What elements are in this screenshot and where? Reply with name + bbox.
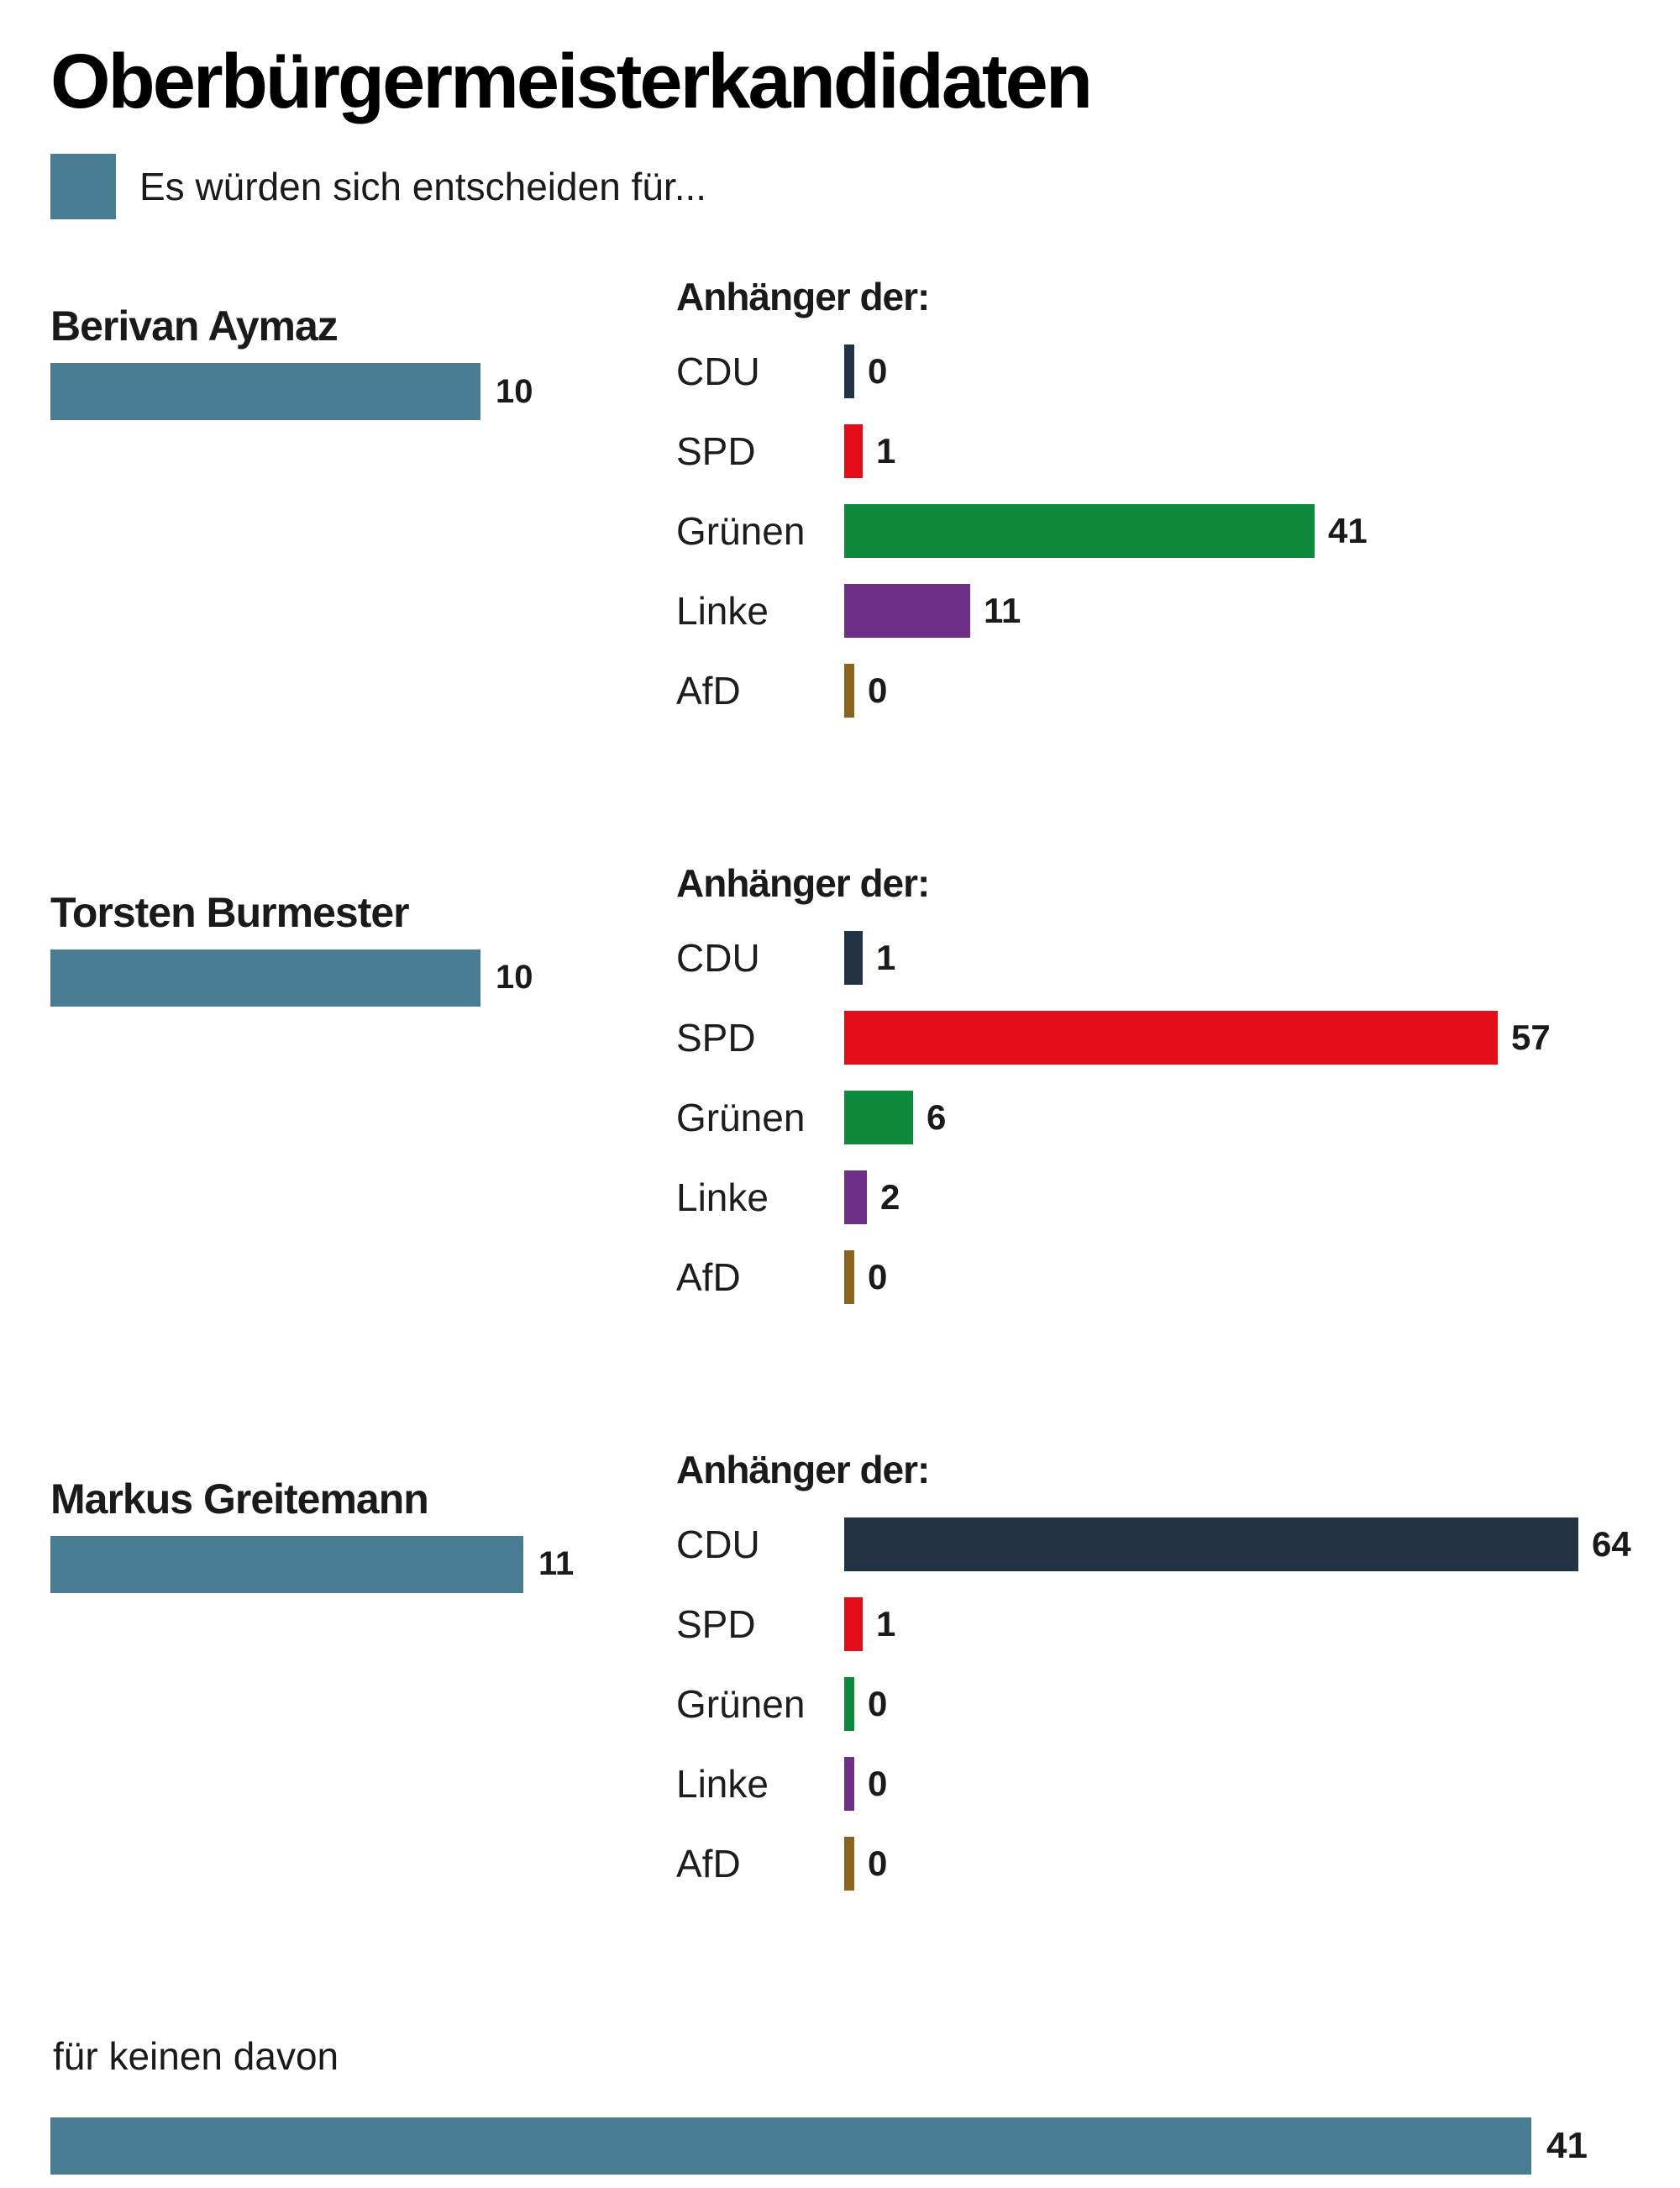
candidate-bar-line: 11 (50, 1535, 676, 1593)
party-bar (844, 1010, 1498, 1065)
party-bar (844, 1517, 1578, 1571)
party-value: 0 (868, 1763, 888, 1803)
party-value: 1 (876, 1603, 896, 1644)
party-row: AfD 0 (676, 1836, 1631, 1891)
party-label: AfD (676, 668, 741, 713)
candidate-column: Berivan Aymaz 10 (50, 275, 676, 421)
party-label: Linke (676, 1175, 769, 1219)
candidate-section: Berivan Aymaz 10 Anhänger der: CDU 0 SPD… (50, 275, 1630, 744)
party-value: 0 (868, 1843, 888, 1883)
none-option-bar (50, 2117, 1531, 2175)
none-option-bar-line: 41 (50, 2117, 1630, 2175)
party-label: Linke (676, 1761, 769, 1806)
party-label: SPD (676, 1015, 756, 1060)
supporters-heading: Anhänger der: (676, 275, 930, 319)
party-bar (844, 583, 970, 638)
candidate-section: Torsten Burmester 10 Anhänger der: CDU 1… (50, 861, 1630, 1330)
party-label: SPD (676, 429, 756, 473)
supporters-heading: Anhänger der: (676, 1447, 930, 1491)
candidate-bar-value: 10 (496, 959, 533, 997)
party-row: SPD 1 (676, 423, 1630, 478)
party-label: Grünen (676, 1095, 806, 1139)
party-label: CDU (676, 349, 760, 393)
party-row: AfD 0 (676, 1249, 1630, 1304)
party-bar (844, 1249, 854, 1304)
candidate-name: Torsten Burmester (50, 888, 410, 936)
candidate-column: Torsten Burmester 10 (50, 861, 676, 1007)
candidate-bar-value: 11 (538, 1545, 575, 1583)
candidate-bar (50, 1535, 523, 1593)
party-label: Linke (676, 588, 769, 633)
supporters-heading: Anhänger der: (676, 860, 930, 905)
party-value: 0 (868, 350, 888, 391)
party-bar (844, 1836, 854, 1891)
party-value: 0 (868, 670, 888, 710)
party-bar (844, 930, 863, 985)
candidate-name: Markus Greitemann (50, 1475, 429, 1523)
party-row: Linke 0 (676, 1756, 1631, 1811)
supporters-column: Anhänger der: CDU 1 SPD 57 Grünen 6 Link… (676, 861, 1630, 1330)
party-value: 0 (868, 1256, 888, 1296)
party-row: Linke 11 (676, 583, 1630, 638)
party-bar (844, 1676, 854, 1731)
party-row: Grünen 41 (676, 503, 1630, 558)
party-value: 1 (876, 430, 896, 471)
legend-swatch (50, 154, 116, 220)
candidate-bar-value: 10 (496, 372, 533, 410)
party-row: Linke 2 (676, 1170, 1630, 1224)
candidate-section: Markus Greitemann 11 Anhänger der: CDU 6… (50, 1448, 1631, 1917)
party-bar (844, 663, 854, 718)
party-bar (844, 423, 863, 478)
party-bar (844, 1090, 913, 1144)
party-bar (844, 344, 854, 398)
party-row: CDU 1 (676, 930, 1630, 985)
party-label: CDU (676, 1522, 760, 1566)
party-row: CDU 64 (676, 1517, 1631, 1571)
party-label: SPD (676, 1602, 756, 1646)
candidate-bar (50, 949, 480, 1007)
party-bar (844, 503, 1315, 558)
party-label: Grünen (676, 508, 806, 553)
party-label: CDU (676, 935, 760, 980)
party-label: Grünen (676, 1681, 806, 1726)
party-value: 41 (1328, 510, 1368, 550)
page-title: Oberbürgermeisterkandidaten (50, 39, 1093, 124)
party-value: 57 (1511, 1017, 1551, 1057)
supporters-column: Anhänger der: CDU 0 SPD 1 Grünen 41 Link… (676, 275, 1630, 744)
candidate-bar-line: 10 (50, 949, 676, 1007)
candidate-bar (50, 363, 480, 421)
party-bar (844, 1596, 863, 1651)
party-row: SPD 57 (676, 1010, 1630, 1065)
party-row: Grünen 0 (676, 1676, 1631, 1731)
none-option-label: für keinen davon (53, 2033, 339, 2078)
party-value: 64 (1592, 1523, 1631, 1564)
candidate-name: Berivan Aymaz (50, 302, 339, 350)
party-bar (844, 1756, 854, 1811)
legend: Es würden sich entscheiden für... (50, 154, 1630, 220)
none-option-block: für keinen davon 41 (50, 2034, 1630, 2175)
none-option-bar-value: 41 (1546, 2124, 1588, 2166)
party-value: 0 (868, 1683, 888, 1723)
party-value: 11 (984, 590, 1021, 630)
party-bar (844, 1170, 867, 1224)
party-row: Grünen 6 (676, 1090, 1630, 1144)
party-label: AfD (676, 1841, 741, 1886)
candidate-bar-line: 10 (50, 363, 676, 421)
party-row: SPD 1 (676, 1596, 1631, 1651)
candidate-column: Markus Greitemann 11 (50, 1448, 676, 1593)
party-value: 2 (880, 1176, 900, 1217)
supporters-column: Anhänger der: CDU 64 SPD 1 Grünen 0 Link… (676, 1448, 1631, 1917)
legend-label: Es würden sich entscheiden für... (139, 164, 707, 208)
party-label: AfD (676, 1254, 741, 1299)
party-value: 6 (927, 1097, 947, 1137)
party-row: AfD 0 (676, 663, 1630, 718)
party-row: CDU 0 (676, 344, 1630, 398)
party-value: 1 (876, 937, 896, 977)
